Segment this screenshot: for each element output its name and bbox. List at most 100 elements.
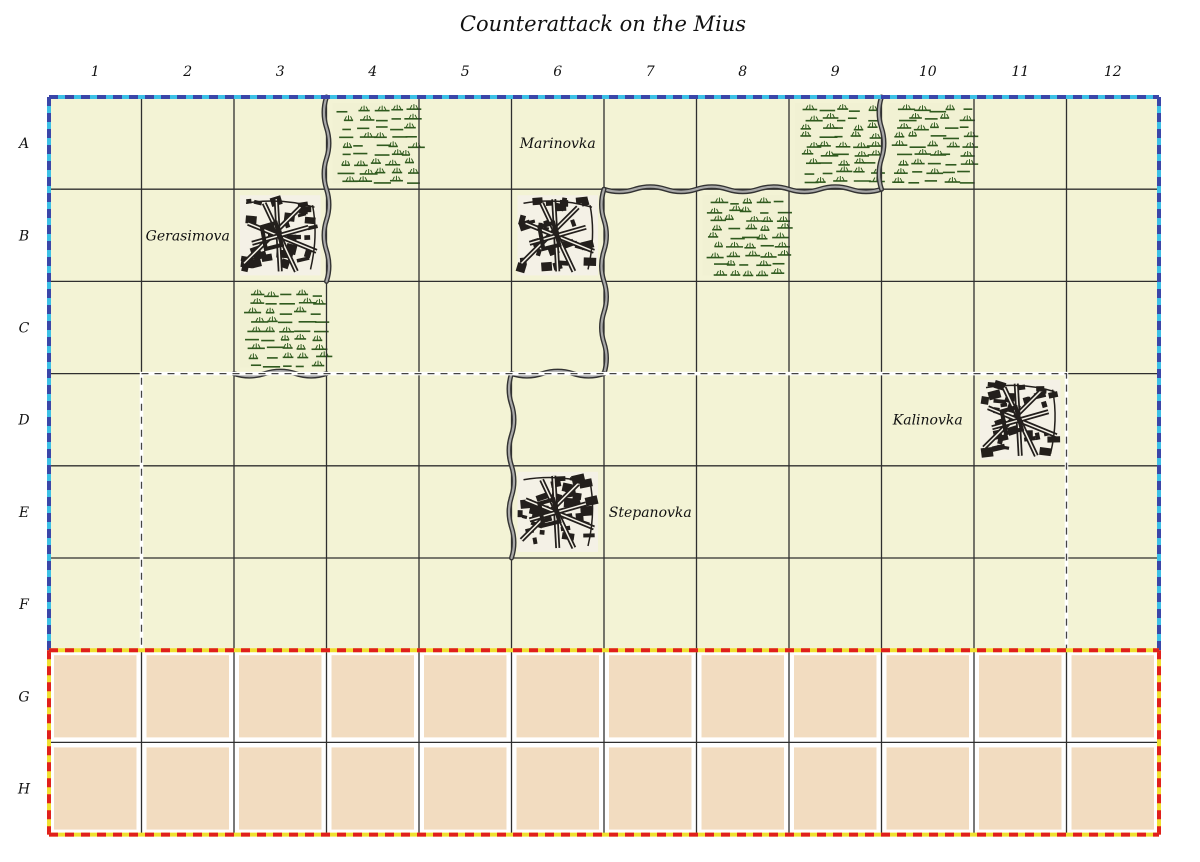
town-icon bbox=[980, 379, 1061, 460]
board-cell[interactable] bbox=[881, 281, 975, 374]
board-cell[interactable] bbox=[419, 281, 512, 374]
board-cell[interactable] bbox=[49, 558, 142, 651]
board-cell[interactable] bbox=[49, 465, 142, 558]
board-cell[interactable] bbox=[49, 373, 142, 466]
board-cell[interactable] bbox=[881, 465, 975, 558]
board-cell[interactable] bbox=[696, 373, 790, 466]
board-cell[interactable] bbox=[141, 465, 235, 558]
board-cell[interactable] bbox=[1066, 281, 1160, 374]
board-cell[interactable] bbox=[604, 558, 697, 651]
board-cell[interactable] bbox=[974, 465, 1067, 558]
river-segment bbox=[601, 184, 884, 195]
column-label: 1 bbox=[91, 64, 100, 80]
river-segment bbox=[506, 371, 517, 561]
board-cell[interactable] bbox=[511, 281, 605, 374]
scenario-title: Counterattack on the Mius bbox=[460, 12, 746, 36]
board-cell[interactable] bbox=[789, 373, 882, 466]
board-cell[interactable] bbox=[789, 465, 882, 558]
board-cell[interactable] bbox=[511, 373, 605, 466]
board-cell[interactable] bbox=[234, 373, 327, 466]
board-cell[interactable] bbox=[326, 558, 420, 651]
board-cell[interactable] bbox=[141, 373, 235, 466]
river-layer bbox=[231, 94, 887, 561]
board-cell[interactable] bbox=[604, 97, 697, 190]
board-cell[interactable] bbox=[234, 97, 327, 190]
board-cell[interactable] bbox=[326, 465, 420, 558]
board-cell[interactable] bbox=[974, 189, 1067, 282]
board-cell[interactable] bbox=[49, 97, 142, 190]
board-cell[interactable] bbox=[326, 281, 420, 374]
board-cell[interactable] bbox=[604, 465, 697, 558]
board-cell[interactable] bbox=[789, 281, 882, 374]
sand-tile bbox=[1071, 655, 1154, 738]
sand-tile bbox=[794, 655, 877, 738]
board-cell[interactable] bbox=[881, 373, 975, 466]
sand-tile bbox=[239, 655, 322, 738]
board-cell[interactable] bbox=[1066, 465, 1160, 558]
board-cell[interactable] bbox=[881, 558, 975, 651]
board-cell[interactable] bbox=[419, 558, 512, 651]
board-cell[interactable] bbox=[419, 465, 512, 558]
board-cell[interactable] bbox=[1066, 97, 1160, 190]
board-cell[interactable] bbox=[604, 189, 697, 282]
board-cell[interactable] bbox=[49, 281, 142, 374]
board-cell[interactable] bbox=[881, 189, 975, 282]
town-icon bbox=[515, 195, 598, 276]
column-label: 3 bbox=[276, 64, 285, 80]
board-cell[interactable] bbox=[141, 189, 235, 282]
row-label: G bbox=[18, 689, 29, 705]
board-cell[interactable] bbox=[1066, 189, 1160, 282]
board-cell[interactable] bbox=[604, 281, 697, 374]
board-cell[interactable] bbox=[234, 465, 327, 558]
board-cell[interactable] bbox=[419, 97, 512, 190]
board-cell[interactable] bbox=[974, 558, 1067, 651]
board-cell[interactable] bbox=[141, 97, 235, 190]
board-cell[interactable] bbox=[419, 373, 512, 466]
river-segment bbox=[876, 94, 887, 192]
row-label: H bbox=[17, 782, 31, 798]
sand-tile bbox=[516, 747, 599, 830]
row-label: F bbox=[18, 597, 30, 613]
column-label: 2 bbox=[182, 64, 192, 80]
board-cell[interactable] bbox=[1066, 373, 1160, 466]
board-cell[interactable] bbox=[141, 281, 235, 374]
river-segment bbox=[509, 368, 607, 379]
sand-tile bbox=[609, 747, 692, 830]
sand-tile bbox=[424, 747, 507, 830]
board-cell[interactable] bbox=[974, 97, 1067, 190]
board-cell[interactable] bbox=[789, 189, 882, 282]
board-cell[interactable] bbox=[696, 281, 790, 374]
board-cell[interactable] bbox=[141, 558, 235, 651]
town-icon bbox=[240, 195, 321, 276]
column-label: 12 bbox=[1104, 64, 1122, 80]
sand-tile bbox=[54, 655, 137, 738]
board-cell[interactable] bbox=[696, 465, 790, 558]
board-cell[interactable] bbox=[974, 281, 1067, 374]
board-cell[interactable] bbox=[234, 558, 327, 651]
sand-tile bbox=[146, 655, 229, 738]
board-cell[interactable] bbox=[511, 97, 605, 190]
board-cell[interactable] bbox=[49, 189, 142, 282]
board-cell[interactable] bbox=[696, 558, 790, 651]
marsh-icon bbox=[240, 287, 333, 368]
board-cell[interactable] bbox=[604, 373, 697, 466]
board-cell[interactable] bbox=[326, 373, 420, 466]
board-cell[interactable] bbox=[789, 558, 882, 651]
board-cell[interactable] bbox=[326, 189, 420, 282]
column-label: 9 bbox=[831, 64, 840, 80]
terrain-layer bbox=[240, 103, 1061, 552]
column-label: 7 bbox=[646, 64, 655, 80]
board-cell[interactable] bbox=[1066, 558, 1160, 651]
board-cell[interactable] bbox=[696, 97, 790, 190]
board-cell[interactable] bbox=[419, 189, 512, 282]
place-names: Marinovka Gerasimova Kalinovka Stepanovka bbox=[146, 136, 963, 521]
sand-tile bbox=[239, 747, 322, 830]
row-label: B bbox=[18, 228, 29, 244]
sand-tile bbox=[1071, 747, 1154, 830]
place-name-label: Marinovka bbox=[519, 136, 596, 152]
board-cell[interactable] bbox=[511, 558, 605, 651]
marsh-icon bbox=[795, 103, 885, 184]
column-label: 11 bbox=[1011, 64, 1029, 80]
sand-tile bbox=[609, 655, 692, 738]
